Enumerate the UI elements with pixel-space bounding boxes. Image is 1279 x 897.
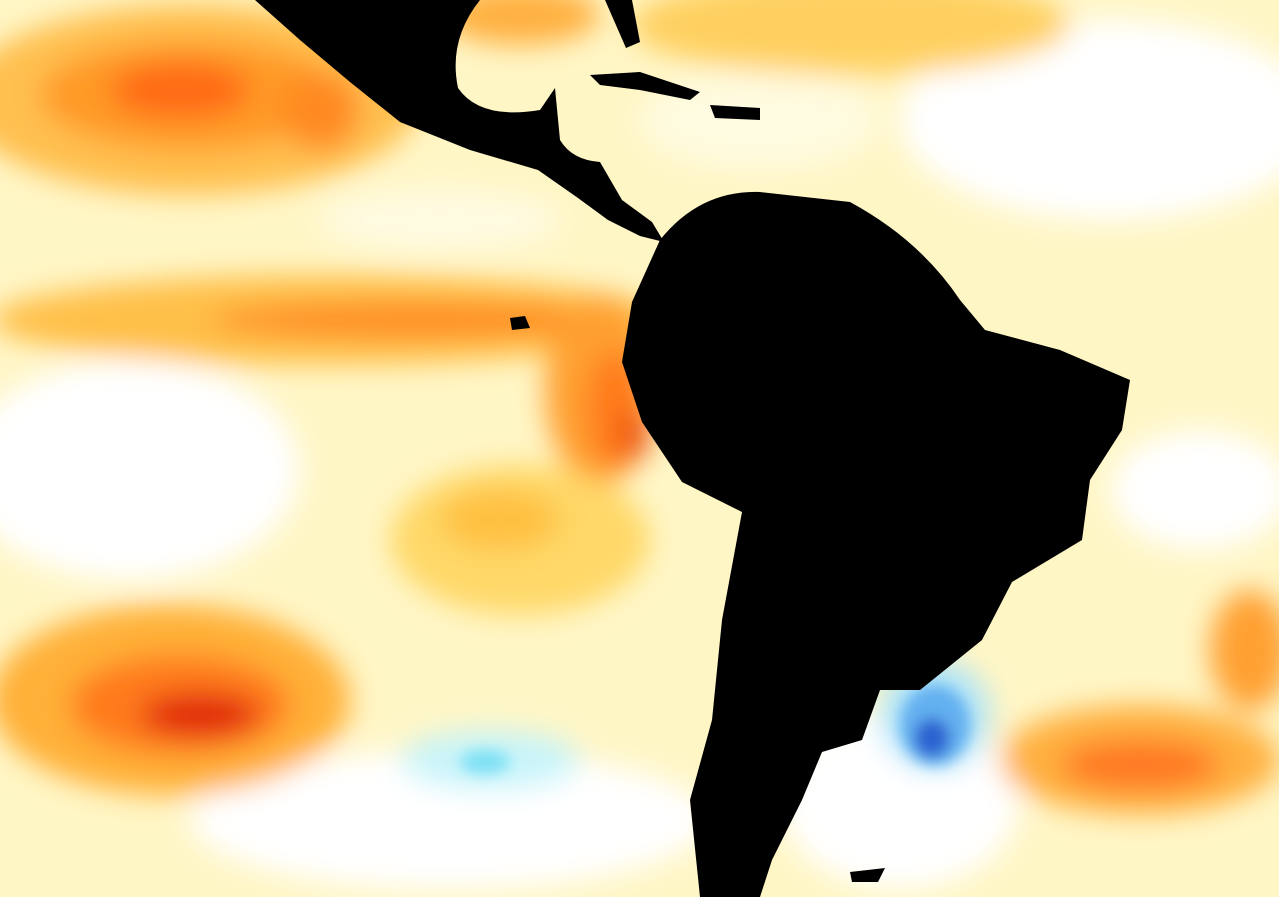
cuba <box>590 72 700 100</box>
falklands <box>850 868 885 882</box>
central-america <box>255 0 664 242</box>
galapagos <box>510 316 530 330</box>
cold-spot <box>460 685 970 774</box>
florida <box>605 0 640 48</box>
hispaniola <box>710 105 760 120</box>
land <box>255 0 1130 897</box>
south-america <box>622 191 1130 897</box>
